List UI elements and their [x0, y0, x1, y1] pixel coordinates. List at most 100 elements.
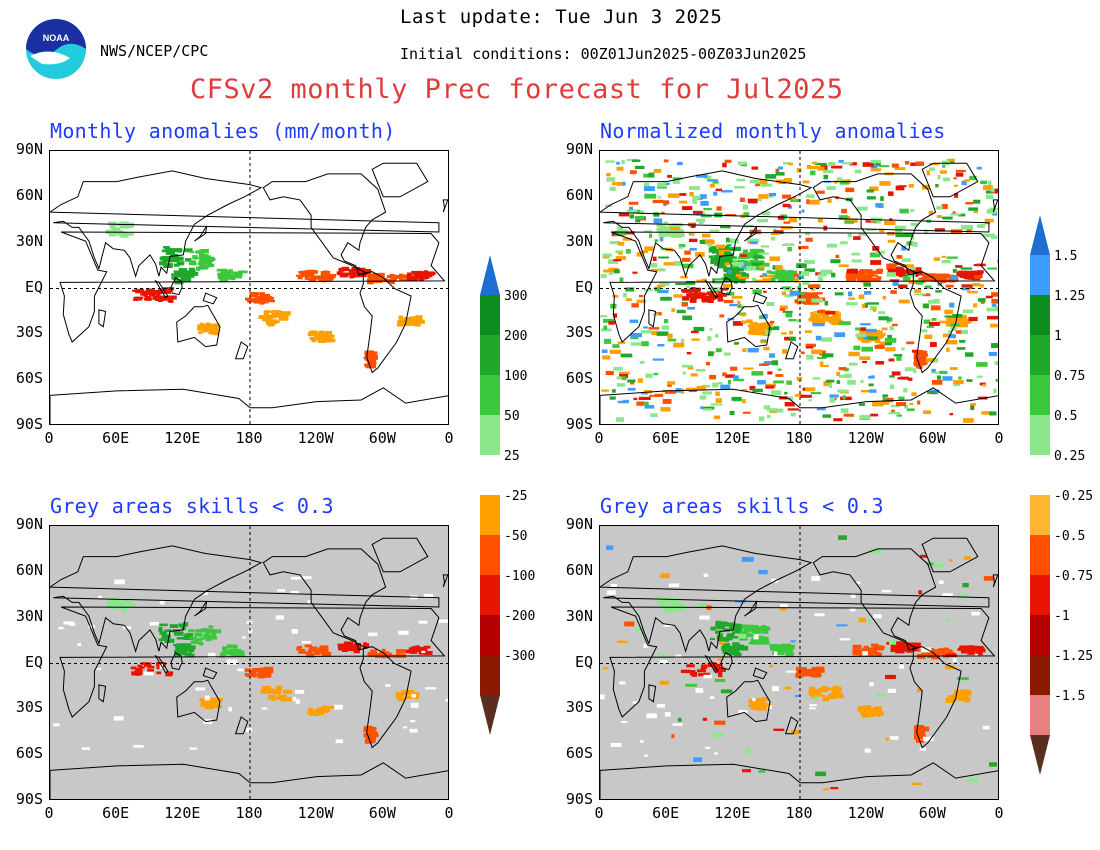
lon-tick-label: 120W [297, 804, 334, 822]
lon-tick-label: 120E [164, 429, 201, 447]
lat-tick-label: 30N [15, 231, 43, 250]
colorbar-segment [1030, 255, 1050, 295]
lat-tick-label: EQ [24, 652, 43, 671]
colorbar-segment [480, 575, 500, 615]
organization: NWS/NCEP/CPC [100, 42, 209, 60]
colorbar-segment [480, 615, 500, 655]
lon-tick-label: 0 [44, 429, 54, 447]
colorbar-segment [1030, 615, 1050, 655]
page-title: CFSv2 monthly Prec forecast for Jul2025 [190, 74, 844, 105]
lon-tick-label: 60W [918, 429, 946, 447]
colorbar-label: 200 [504, 329, 527, 344]
lat-tick-label: 60N [565, 560, 593, 579]
colorbar-segment [1030, 295, 1050, 335]
colorbar-label: 0.5 [1054, 409, 1077, 424]
panel-title-bottom-right: Grey areas skills < 0.3 [600, 494, 884, 518]
colorbar-segment [480, 335, 500, 375]
map-background [50, 526, 448, 799]
lat-tick-label: 90N [565, 140, 593, 158]
panel-title-top-right: Normalized monthly anomalies [600, 119, 946, 143]
colorbar-label: 100 [504, 369, 527, 384]
lon-tick-label: 120W [847, 429, 884, 447]
colorbar-top-arrow [480, 255, 500, 295]
lon-tick-label: 180 [235, 804, 263, 822]
colorbar-label: -1.25 [1054, 649, 1093, 664]
lat-tick-label: EQ [574, 277, 593, 296]
colorbar-label: 1.25 [1054, 289, 1085, 304]
map-panel-top-left [49, 150, 449, 425]
colorbar-label: 1.5 [1054, 249, 1077, 264]
coastlines [50, 162, 448, 424]
colorbar-label: 0.25 [1054, 449, 1085, 464]
lon-tick-label: 0 [994, 804, 1004, 822]
colorbar-segment [480, 295, 500, 335]
colorbar-label: -0.75 [1054, 569, 1093, 584]
logo-text: NOAA [43, 33, 70, 43]
lat-tick-label: 30S [565, 698, 593, 717]
colorbar-label: 50 [504, 409, 520, 424]
colorbar-label: 0.75 [1054, 369, 1085, 384]
lon-tick-label: 0 [994, 429, 1004, 447]
colorbar-segment [480, 455, 500, 495]
colorbar-segment [480, 415, 500, 455]
lat-tick-label: 90S [565, 415, 593, 433]
lat-tick-label: 30S [565, 323, 593, 342]
lat-tick-label: 30N [565, 231, 593, 250]
panel-title-bottom-left: Grey areas skills < 0.3 [50, 494, 334, 518]
lat-tick-label: 60S [565, 744, 593, 763]
panel-title-top-left: Monthly anomalies (mm/month) [50, 119, 396, 143]
noaa-logo: NOAA [20, 16, 92, 86]
colorbar-segment [480, 535, 500, 575]
lat-tick-label: EQ [24, 277, 43, 296]
coastlines [600, 537, 998, 799]
lon-tick-label: 60E [102, 429, 130, 447]
lat-tick-label: 60N [565, 185, 593, 204]
colorbar-label: -50 [504, 529, 527, 544]
lat-tick-label: 30S [15, 698, 43, 717]
colorbar-label: 300 [504, 289, 527, 304]
lat-tick-label: 60S [565, 369, 593, 388]
colorbar-label: -1 [1054, 609, 1070, 624]
map-panel-top-right [599, 150, 999, 425]
lon-tick-label: 60W [368, 429, 396, 447]
lat-tick-label: 60S [15, 744, 43, 763]
anomaly-shading [105, 221, 436, 369]
colorbar-label: -100 [504, 569, 535, 584]
coastlines [600, 162, 998, 424]
lat-tick-label: 90N [15, 515, 43, 533]
lon-tick-label: 0 [444, 804, 454, 822]
lat-tick-label: 60N [15, 185, 43, 204]
lon-tick-label: 120E [164, 804, 201, 822]
colorbar-segment [1030, 495, 1050, 535]
colorbar-label: 25 [504, 449, 520, 464]
lon-tick-label: 120E [714, 429, 751, 447]
colorbar-label: -1.5 [1054, 689, 1085, 704]
lon-tick-label: 120W [847, 804, 884, 822]
lon-tick-label: 0 [594, 804, 604, 822]
colorbar-segment [1030, 335, 1050, 375]
colorbar-segment [480, 495, 500, 535]
colorbar-label: 1 [1054, 329, 1062, 344]
lon-tick-label: 60E [652, 429, 680, 447]
colorbar-segment [480, 655, 500, 695]
colorbar-segment [480, 375, 500, 415]
colorbar-top-arrow [1030, 215, 1050, 255]
colorbar-normalized: 1.5 1.25 1 0.75 0.5 0.25 -0.25 -0.5 -0.75 -1 -1.25… [1020, 215, 1100, 783]
coastlines [50, 537, 448, 799]
anomaly-shading [600, 535, 998, 791]
colorbar-segment [1030, 415, 1050, 455]
colorbar-bottom-arrow [1030, 735, 1050, 775]
anomaly-shading [600, 158, 998, 423]
lon-tick-label: 180 [235, 429, 263, 447]
colorbar-label: -300 [504, 649, 535, 664]
lon-tick-label: 0 [594, 429, 604, 447]
map-background [50, 151, 448, 424]
lon-tick-label: 60W [368, 804, 396, 822]
lon-tick-label: 180 [785, 429, 813, 447]
lat-tick-label: 90N [565, 515, 593, 533]
colorbar-segment [1030, 655, 1050, 695]
colorbar-label: -200 [504, 609, 535, 624]
colorbar-label: -25 [504, 489, 527, 504]
map-panel-bottom-right [599, 525, 999, 800]
lat-tick-label: 90S [15, 415, 43, 433]
